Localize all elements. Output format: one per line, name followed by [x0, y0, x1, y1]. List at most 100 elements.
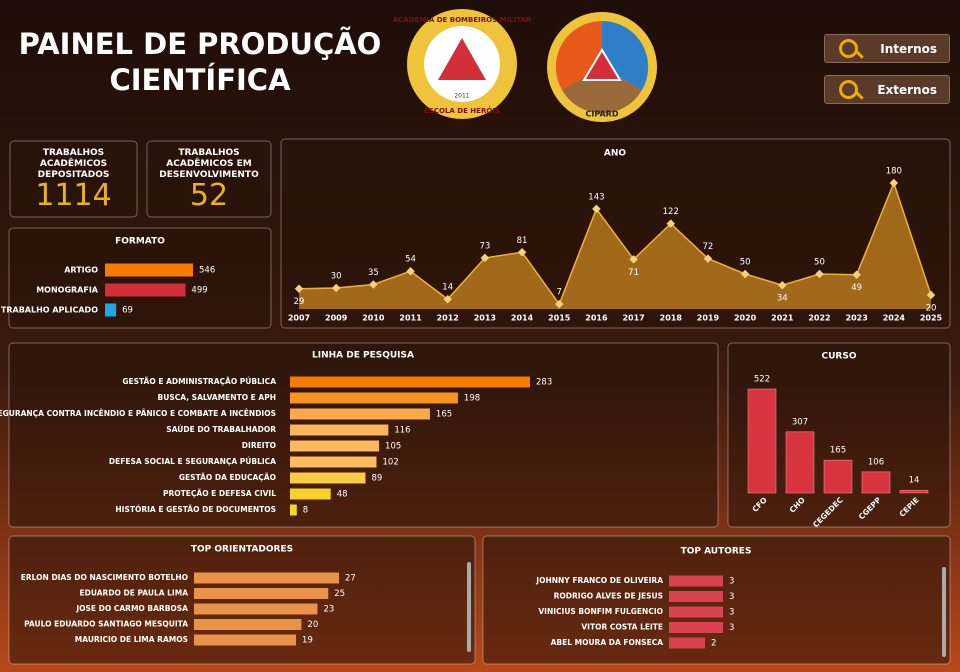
panel	[8, 227, 272, 329]
value-label: 198	[464, 394, 480, 404]
point	[294, 284, 304, 293]
category-label: DEFESA SOCIAL E SEGURANÇA PÚBLICA	[109, 457, 276, 466]
value-label: 143	[588, 192, 604, 202]
x-tick-label: 2025	[920, 314, 943, 323]
logo-text: ACADEMIA DE BOMBEIROS MILITAR	[393, 16, 532, 24]
category-label: VITOR COSTA LEITE	[581, 623, 663, 632]
value-label: 180	[886, 167, 902, 177]
bar	[105, 303, 117, 317]
value-label: 14	[909, 476, 920, 486]
x-tick-label: 2018	[660, 314, 683, 323]
bar	[194, 603, 318, 615]
x-tick-label: 2019	[697, 314, 720, 323]
value-label: 23	[324, 605, 335, 615]
bar	[290, 392, 458, 404]
value-label: 105	[385, 442, 401, 452]
bar	[290, 472, 366, 484]
value-label: 7	[557, 288, 562, 298]
x-tick-label: 2017	[622, 314, 644, 323]
scrollbar	[942, 567, 946, 657]
bar	[669, 637, 705, 649]
x-tick-label: 2021	[771, 314, 794, 323]
value-label: 522	[754, 375, 770, 385]
logo-text: ESCOLA DE HERÓIS	[424, 106, 500, 115]
bar	[290, 440, 380, 452]
kpi-value: 1114	[35, 178, 112, 213]
category-label: JOHNNY FRANCO DE OLIVEIRA	[535, 576, 663, 585]
value-label: 3	[729, 577, 734, 587]
chart-title: CURSO	[822, 352, 857, 362]
value-label: 116	[394, 426, 410, 436]
value-label: 14	[442, 283, 453, 293]
logo-text: CIPARD	[586, 110, 619, 119]
bar	[290, 408, 430, 420]
value-label: 8	[303, 506, 308, 516]
value-label: 50	[740, 258, 751, 268]
value-label: 283	[536, 378, 552, 388]
category-label: GESTÃO DA EDUCAÇÃO	[179, 473, 276, 482]
point	[815, 269, 824, 279]
button-label[interactable]: Externos	[877, 83, 937, 97]
line	[298, 180, 932, 306]
point	[443, 294, 452, 304]
point	[369, 280, 378, 289]
category-label: SEGURANÇA CONTRA INCÊNDIO E PÂNICO E COM…	[0, 409, 276, 418]
category-label: GESTÃO E ADMINISTRAÇÃO PÚBLICA	[122, 377, 276, 386]
point	[778, 280, 787, 290]
bar	[194, 572, 339, 584]
value-label: 307	[792, 417, 808, 427]
bar	[669, 606, 723, 618]
logo-text: 2011	[454, 93, 469, 100]
category-label: PAULO EDUARDO SANTIAGO MESQUITA	[24, 620, 188, 629]
category-label: HISTÓRIA E GESTÃO DE DOCUMENTOS	[115, 505, 276, 514]
category-label: RODRIGO ALVES DE JESUS	[554, 592, 663, 601]
chart-title: FORMATO	[115, 237, 165, 247]
point	[703, 254, 713, 263]
bar	[669, 591, 723, 602]
filter-button[interactable]: Internos	[824, 34, 950, 63]
x-tick-label: 2024	[883, 314, 906, 323]
x-tick-label: 2013	[474, 314, 496, 323]
filter-button[interactable]: Externos	[824, 75, 950, 104]
value-label: 25	[334, 589, 345, 599]
panel	[146, 140, 272, 218]
point	[554, 299, 564, 309]
panel	[9, 140, 138, 218]
page-title: PAINEL DE PRODUÇÃO CIENTÍFICA	[18, 27, 382, 97]
value-label: 20	[307, 620, 318, 630]
bar	[861, 471, 891, 494]
value-label: 546	[199, 266, 215, 276]
panel	[280, 138, 951, 329]
category-label: JOSE DO CARMO BARBOSA	[75, 604, 188, 613]
scrollbar	[467, 562, 471, 652]
kpi-label: TRABALHOS ACADÊMICOS DEPOSITADOS	[37, 148, 110, 180]
value-label: 3	[729, 608, 734, 618]
x-tick-label: 2014	[511, 314, 534, 323]
bar	[105, 283, 186, 297]
value-label: 165	[830, 446, 846, 456]
value-label: 19	[302, 636, 313, 646]
value-label: 34	[777, 294, 788, 304]
chart-title: TOP AUTORES	[681, 547, 752, 557]
x-tick-label: 2010	[362, 314, 385, 323]
value-label: 3	[729, 623, 734, 633]
value-label: 2	[711, 639, 716, 649]
point	[852, 270, 861, 279]
value-label: 499	[191, 286, 207, 296]
value-label: 30	[331, 272, 342, 282]
point	[331, 283, 341, 293]
bar	[823, 459, 853, 494]
button-label[interactable]: Internos	[880, 42, 937, 56]
value-label: 20	[926, 304, 937, 314]
value-label: 48	[337, 490, 348, 500]
logo-academia: ACADEMIA DE BOMBEIROS MILITAR ESCOLA DE …	[393, 9, 532, 119]
x-tick-label: 2012	[437, 314, 459, 323]
value-label: 102	[383, 458, 399, 468]
value-label: 54	[405, 255, 416, 265]
value-label: 81	[517, 236, 528, 246]
x-tick-label: 2023	[846, 314, 868, 323]
category-label: SAÚDE DO TRABALHADOR	[166, 425, 276, 434]
category-label: ERLON DIAS DO NASCIMENTO BOTELHO	[21, 573, 188, 582]
category-label: PROTEÇÃO E DEFESA CIVIL	[163, 489, 276, 498]
